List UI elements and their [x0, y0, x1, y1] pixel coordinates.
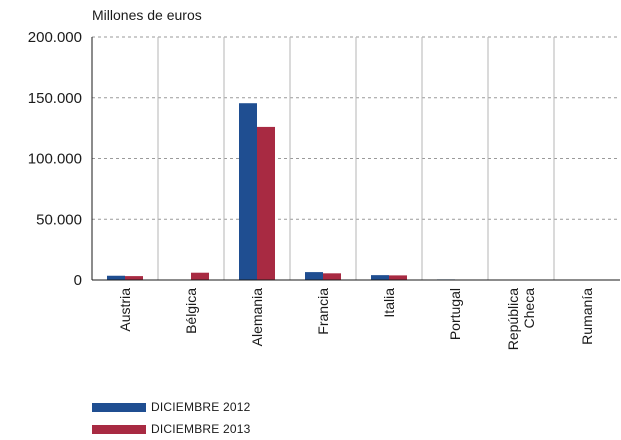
- y-tick-label: 150.000: [28, 90, 82, 107]
- x-tick-label: Alemania: [249, 288, 265, 347]
- legend: DICIEMBRE 2012 DICIEMBRE 2013: [92, 396, 251, 440]
- y-axis-unit-label: Millones de euros: [92, 7, 202, 23]
- x-tick-label: Bélgica: [183, 288, 199, 334]
- x-tick-label: Rumanía: [579, 288, 595, 345]
- bar: [371, 275, 389, 280]
- legend-swatch-2012: [92, 402, 146, 412]
- bar: [107, 275, 125, 280]
- bar: [305, 272, 323, 280]
- bar: [239, 103, 257, 280]
- bar: [389, 275, 407, 280]
- bar: [125, 276, 143, 280]
- bar: [323, 273, 341, 280]
- x-tick-label: Portugal: [447, 288, 463, 340]
- legend-label-2012: DICIEMBRE 2012: [151, 400, 251, 414]
- x-tick-label: República: [505, 288, 521, 350]
- y-tick-label: 0: [74, 272, 82, 289]
- bar: [257, 126, 275, 280]
- y-tick-label: 50.000: [36, 211, 82, 228]
- x-tick-label: Checa: [521, 288, 537, 329]
- legend-item-2012: DICIEMBRE 2012: [92, 396, 251, 418]
- legend-swatch-2013: [92, 424, 146, 434]
- legend-item-2013: DICIEMBRE 2013: [92, 418, 251, 440]
- x-tick-label: Austria: [117, 288, 133, 332]
- x-tick-label: Italia: [381, 288, 397, 318]
- bar: [191, 272, 209, 280]
- y-tick-label: 200.000: [28, 29, 82, 46]
- x-tick-label: Francia: [315, 288, 331, 335]
- legend-label-2013: DICIEMBRE 2013: [151, 422, 251, 436]
- y-tick-label: 100.000: [28, 151, 82, 168]
